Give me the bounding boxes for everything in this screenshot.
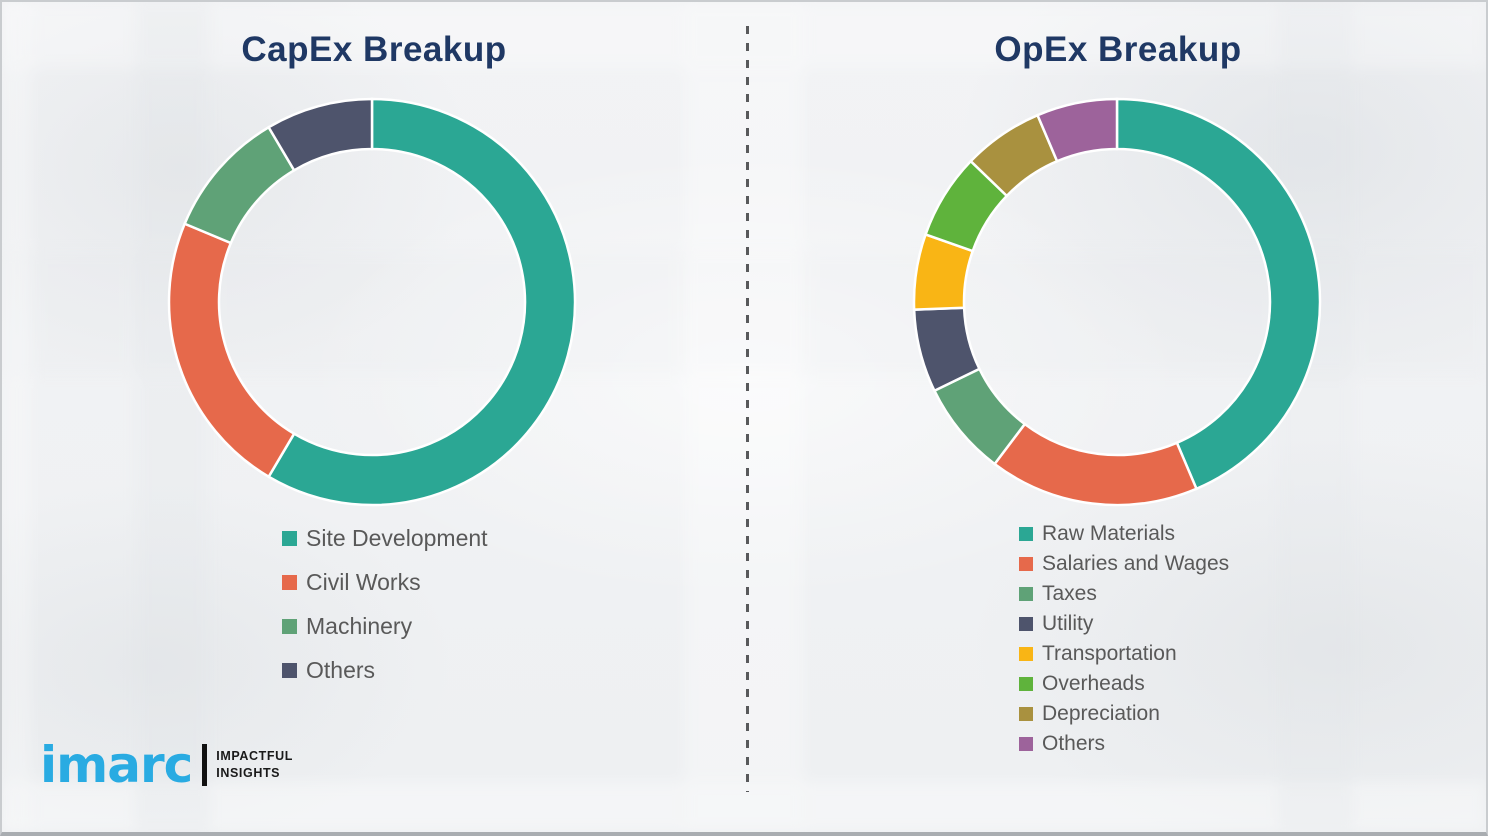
legend-item-label: Others	[1042, 732, 1106, 755]
legend-item: Machinery	[282, 604, 488, 648]
legend-color-swatch-icon	[1019, 677, 1033, 691]
donut-segment	[266, 97, 374, 173]
imarc-logo-tagline: IMPACTFUL INSIGHTS	[216, 748, 293, 782]
legend-color-swatch-icon	[1019, 587, 1033, 601]
legend-item-label: Taxes	[1042, 582, 1097, 605]
donut-segment	[1035, 97, 1119, 163]
capex-donut-chart	[167, 97, 577, 507]
legend-color-swatch-icon	[282, 574, 297, 590]
imarc-logo-divider-bar	[202, 744, 208, 786]
donut-segment	[1115, 97, 1322, 491]
opex-legend: Raw Materials Salaries and Wages Taxes Util…	[1019, 519, 1229, 759]
legend-item-label: Civil Works	[306, 568, 421, 595]
legend-item-label: Machinery	[306, 612, 413, 639]
donut-segment	[992, 422, 1199, 507]
legend-item: Others	[1019, 729, 1229, 759]
legend-color-swatch-icon	[1019, 617, 1033, 631]
legend-color-swatch-icon	[1019, 527, 1033, 541]
opex-chart-title: OpEx Breakup	[994, 30, 1242, 69]
legend-item-label: Others	[306, 656, 376, 683]
legend-color-swatch-icon	[1019, 707, 1033, 721]
donut-segment	[266, 97, 577, 507]
legend-item: Taxes	[1019, 579, 1229, 609]
legend-item-label: Depreciation	[1042, 702, 1160, 725]
legend-item: Salaries and Wages	[1019, 549, 1229, 579]
legend-item-label: Salaries and Wages	[1042, 552, 1230, 575]
legend-item: Utility	[1019, 609, 1229, 639]
capex-chart-title: CapEx Breakup	[241, 30, 507, 69]
legend-item-label: Raw Materials	[1042, 522, 1176, 545]
legend-item: Depreciation	[1019, 699, 1229, 729]
legend-item: Overheads	[1019, 669, 1229, 699]
donut-segment	[167, 222, 296, 479]
opex-donut-chart	[912, 97, 1322, 507]
legend-item: Others	[282, 648, 488, 692]
imarc-tagline-line1: IMPACTFUL	[216, 749, 293, 764]
legend-color-swatch-icon	[282, 618, 297, 634]
legend-color-swatch-icon	[282, 662, 297, 678]
legend-item: Site Development	[282, 516, 488, 560]
legend-item-label: Overheads	[1042, 672, 1145, 695]
imarc-tagline-line2: INSIGHTS	[216, 766, 281, 780]
legend-color-swatch-icon	[1019, 737, 1033, 751]
capex-legend: Site Development Civil Works Machinery Othe…	[282, 516, 488, 692]
legend-item-label: Site Development	[306, 524, 488, 551]
legend-item: Raw Materials	[1019, 519, 1229, 549]
legend-color-swatch-icon	[1019, 557, 1033, 571]
legend-item: Civil Works	[282, 560, 488, 604]
divider-dashed-line	[746, 26, 749, 792]
legend-item: Transportation	[1019, 639, 1229, 669]
legend-color-swatch-icon	[282, 530, 297, 546]
imarc-logo-wordmark: imarc	[40, 736, 193, 794]
legend-item-label: Utility	[1042, 612, 1094, 635]
imarc-logo: imarc IMPACTFUL INSIGHTS	[40, 740, 293, 790]
legend-item-label: Transportation	[1042, 642, 1177, 665]
legend-color-swatch-icon	[1019, 647, 1033, 661]
